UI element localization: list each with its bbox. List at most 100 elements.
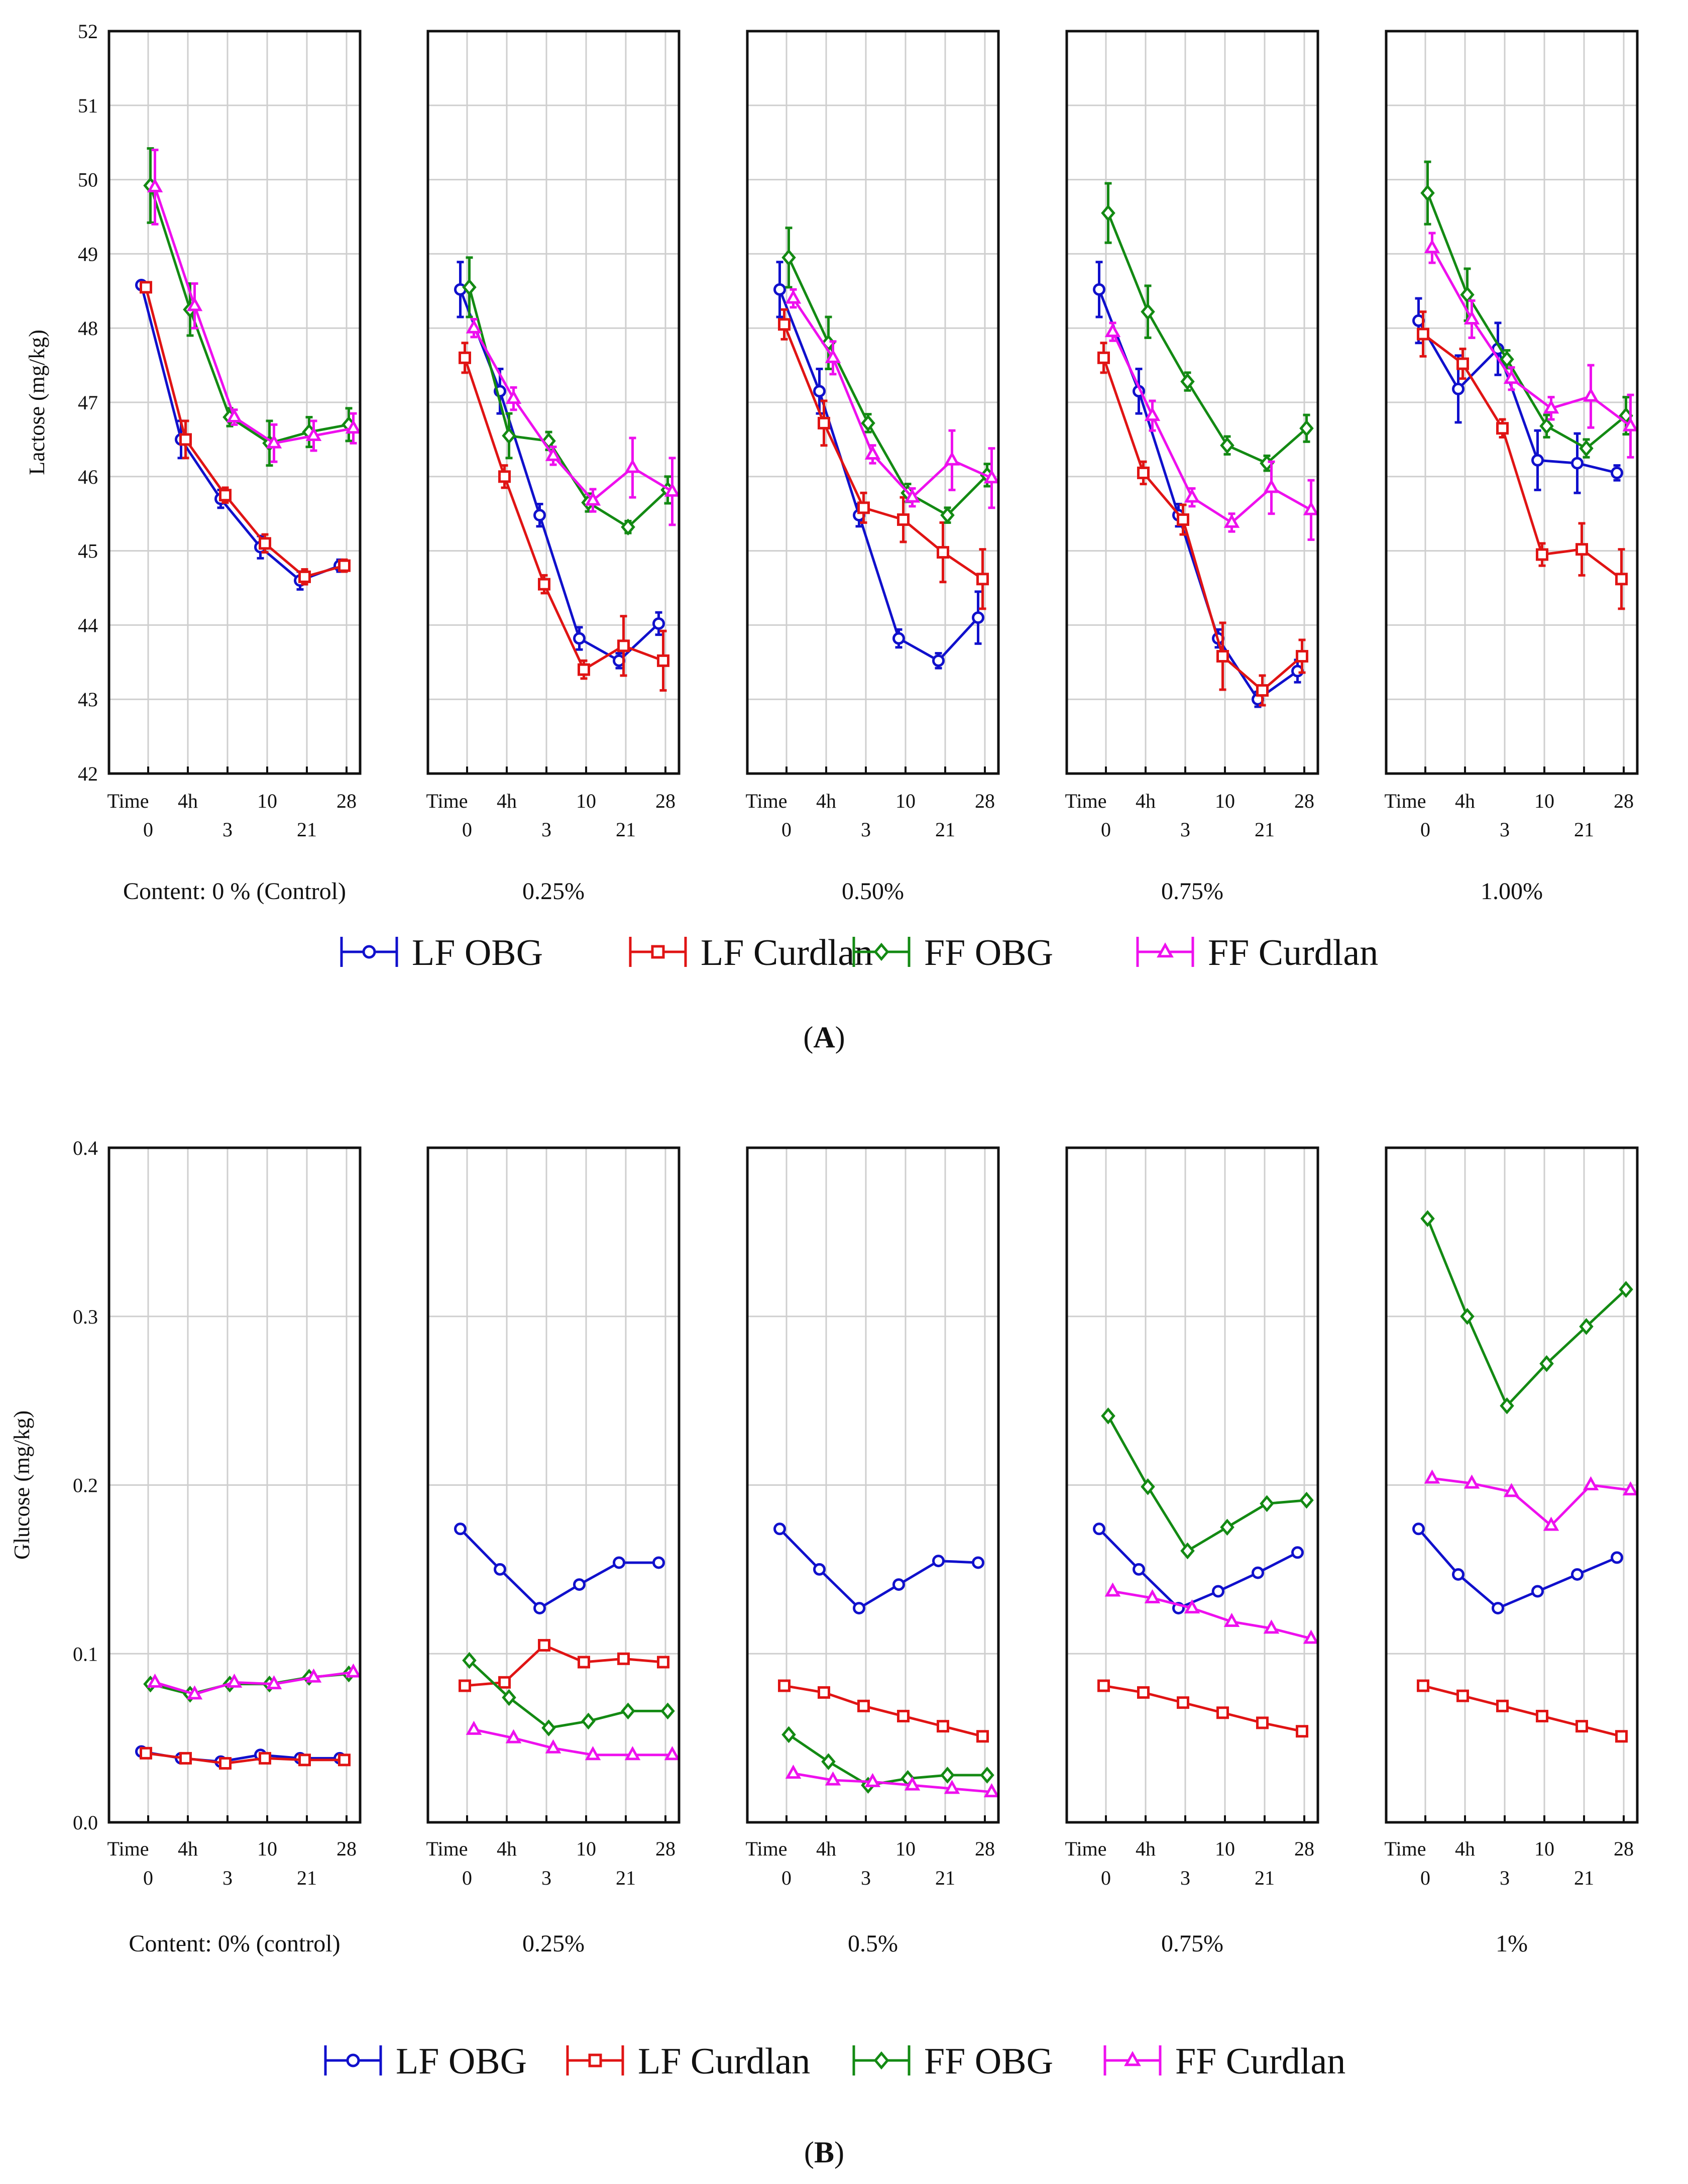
content-label: 1% xyxy=(1496,1930,1528,1957)
subplot-frame xyxy=(746,1146,1000,1824)
series-line-lf-obg xyxy=(1417,320,1618,474)
data-point xyxy=(1101,1407,1115,1425)
legend-marker xyxy=(362,945,376,959)
data-point xyxy=(573,1578,586,1591)
subplot-frame xyxy=(1385,30,1639,775)
x-tick-label: Time xyxy=(107,790,149,812)
x-tick-label: 3 xyxy=(861,1867,871,1889)
x-tick-label: 4h xyxy=(178,790,198,812)
data-point xyxy=(1571,457,1584,470)
data-point xyxy=(1256,684,1269,697)
data-point xyxy=(545,1739,561,1754)
x-tick-label: 10 xyxy=(895,1837,916,1860)
x-tick-label: 10 xyxy=(1534,790,1554,812)
data-point xyxy=(773,1522,786,1536)
data-point xyxy=(1104,1582,1121,1597)
data-point xyxy=(305,1668,322,1683)
x-tick-label: 10 xyxy=(257,790,277,812)
data-point xyxy=(1097,1679,1110,1692)
data-point xyxy=(621,1702,635,1720)
subplot-5 xyxy=(1385,30,1639,775)
x-tick-label: 21 xyxy=(935,1867,955,1889)
legend-marker xyxy=(588,2053,602,2067)
data-point xyxy=(983,469,1000,484)
panel-label-open: ( xyxy=(803,1021,813,1054)
content-label: Content: 0% (control) xyxy=(129,1930,340,1957)
data-point xyxy=(505,1729,522,1743)
content-label: 0.75% xyxy=(1161,878,1223,905)
x-tick-label: 3 xyxy=(1500,1867,1510,1889)
data-point xyxy=(897,513,910,526)
x-tick-label: 28 xyxy=(336,790,357,812)
x-tick-label: 21 xyxy=(616,1867,636,1889)
data-point xyxy=(1579,440,1594,457)
data-point xyxy=(853,1602,865,1615)
data-point xyxy=(1496,1699,1509,1712)
data-point xyxy=(892,632,905,645)
data-point xyxy=(147,178,163,192)
y-axis-label: Lactose (mg/kg) xyxy=(25,330,49,475)
data-point xyxy=(937,1720,949,1733)
y-tick-label: 49 xyxy=(78,243,98,265)
data-point xyxy=(657,1656,669,1669)
data-point xyxy=(1220,436,1234,454)
data-point xyxy=(1456,357,1469,370)
series-line-lf-curdlan xyxy=(465,1644,663,1687)
series-line-lf-curdlan xyxy=(1422,1684,1622,1738)
data-point xyxy=(1619,1281,1633,1298)
x-tick-label: 10 xyxy=(895,790,916,812)
data-point xyxy=(980,1767,994,1784)
x-tick-label: 21 xyxy=(297,1867,317,1889)
data-point xyxy=(818,1686,830,1699)
data-point xyxy=(664,1746,681,1761)
data-point xyxy=(1417,1679,1429,1692)
x-tick-label: Time xyxy=(426,1837,468,1860)
panel-label-close: ) xyxy=(834,2136,844,2169)
x-tick-label: 3 xyxy=(541,818,551,841)
data-point xyxy=(498,1676,511,1689)
data-point xyxy=(972,611,984,624)
subplot-5 xyxy=(1385,1146,1639,1824)
x-tick-label: 4h xyxy=(1136,790,1156,812)
data-point xyxy=(1223,1612,1240,1627)
data-point xyxy=(864,445,881,460)
subplot-frame xyxy=(426,30,681,775)
data-point xyxy=(983,1783,1000,1798)
x-tick-label: 21 xyxy=(297,818,317,841)
data-point xyxy=(944,451,960,466)
data-point xyxy=(1536,1709,1548,1722)
series-line-ff-curdlan xyxy=(154,186,354,445)
data-point xyxy=(1492,1602,1504,1615)
y-axis-label: Glucose (mg/kg) xyxy=(10,1410,34,1560)
data-point xyxy=(1452,382,1465,395)
x-tick-label: 10 xyxy=(576,1837,596,1860)
subplot-3 xyxy=(746,1146,1000,1824)
data-point xyxy=(298,1754,311,1767)
content-label: 0.25% xyxy=(522,878,585,905)
legend-marker xyxy=(346,2053,360,2067)
data-point xyxy=(305,426,322,442)
data-point xyxy=(1212,1585,1224,1598)
data-point xyxy=(1496,422,1509,435)
x-tick-label: 28 xyxy=(1614,1837,1634,1860)
y-tick-label: 45 xyxy=(78,540,98,563)
data-point xyxy=(1583,387,1599,402)
data-point xyxy=(538,578,550,591)
legend-label: LF OBG xyxy=(412,932,543,973)
data-point xyxy=(459,351,471,364)
data-point xyxy=(1460,1307,1475,1325)
y-tick-label: 0.4 xyxy=(73,1137,98,1159)
data-point xyxy=(545,447,561,461)
data-point xyxy=(892,1578,905,1591)
data-point xyxy=(338,1754,351,1767)
data-point xyxy=(1144,1589,1161,1603)
panel-label: (A) xyxy=(803,1021,845,1054)
x-tick-label: 28 xyxy=(1294,1837,1314,1860)
series-line-lf-curdlan xyxy=(146,1752,345,1765)
x-tick-label: 4h xyxy=(1455,790,1475,812)
x-tick-label: 21 xyxy=(1255,1867,1275,1889)
data-point xyxy=(1583,1476,1599,1490)
content-label: 0.5% xyxy=(848,1930,898,1957)
x-tick-label: 0 xyxy=(781,818,792,841)
